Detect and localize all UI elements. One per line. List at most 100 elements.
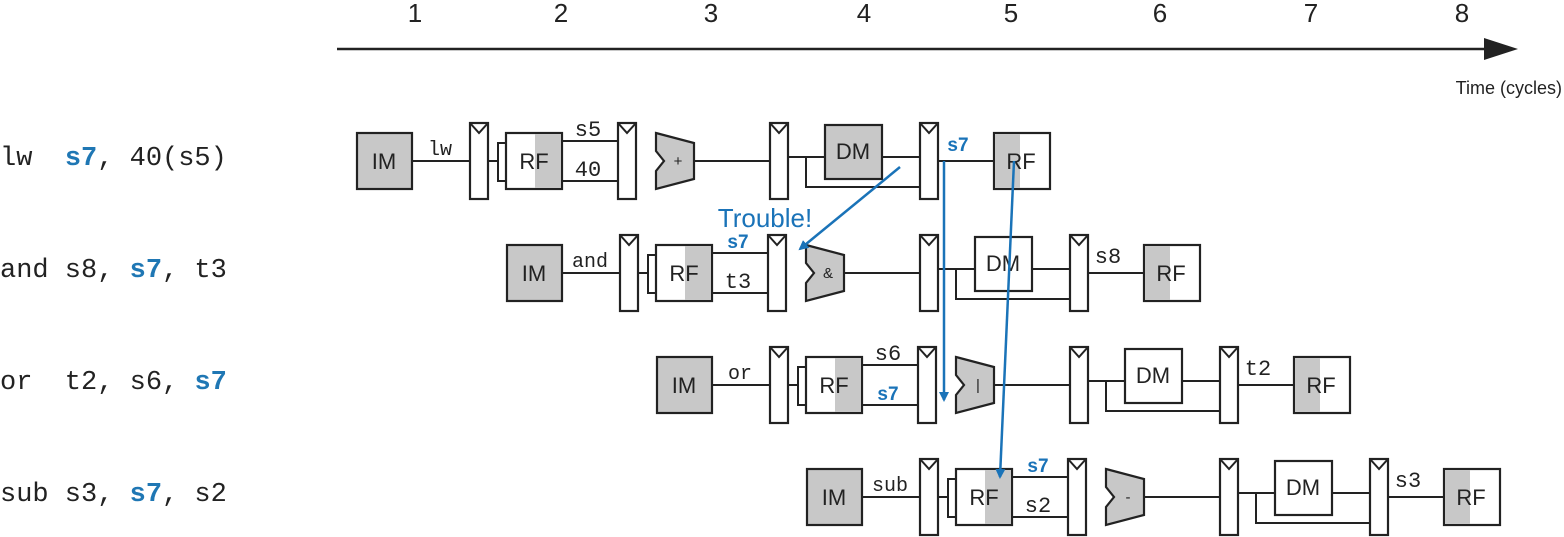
pipeline-register-if-id-clock bbox=[469, 122, 489, 135]
im-label: IM bbox=[522, 261, 546, 286]
dm-bypass-wire bbox=[1255, 493, 1370, 524]
pipeline-register-ex-mem bbox=[768, 121, 790, 201]
time-axis-label: Time (cycles) bbox=[1456, 78, 1562, 98]
trouble-annotation: Trouble! bbox=[718, 203, 812, 233]
cycle-label: 7 bbox=[1304, 0, 1318, 28]
alu-stage bbox=[1104, 467, 1146, 527]
hazard-register: s7 bbox=[194, 368, 227, 398]
cycle-label: 1 bbox=[408, 0, 422, 28]
rf-read-shade bbox=[985, 470, 1011, 524]
im-stage bbox=[805, 467, 864, 527]
dm-label: DM bbox=[1286, 475, 1320, 500]
pipeline-register-ex-mem-clock bbox=[1069, 346, 1089, 359]
im-label: IM bbox=[372, 149, 396, 174]
rf-read-label: RF bbox=[669, 261, 698, 286]
pipeline-register-if-id-clock bbox=[769, 346, 789, 359]
dm-label: DM bbox=[1136, 363, 1170, 388]
rf-write-shade bbox=[995, 134, 1020, 188]
rf-write-label: RF bbox=[1156, 261, 1185, 286]
pipeline-register-ex-mem bbox=[1218, 457, 1240, 537]
rf-source-label-bottom: 40 bbox=[575, 158, 601, 183]
time-axis-arrowhead bbox=[1484, 38, 1518, 60]
pipeline-register-ex-mem-clock bbox=[919, 234, 939, 247]
rf-port bbox=[947, 478, 957, 518]
instruction-text: or t2, s6, s7 bbox=[0, 368, 227, 398]
pipeline-register-if-id-clock bbox=[919, 458, 939, 471]
rf-source-label-bottom: s7 bbox=[877, 384, 898, 405]
forward-arrow-sub bbox=[995, 160, 1016, 479]
writeback-register-label: s7 bbox=[947, 135, 968, 156]
dm-stage bbox=[823, 123, 884, 181]
alu-symbol: + bbox=[674, 153, 683, 170]
pipeline-register-id-ex bbox=[766, 233, 788, 313]
instruction-part: or t2, s6, bbox=[0, 368, 195, 398]
dm-stage bbox=[1273, 459, 1334, 517]
rf-source-label-top: s5 bbox=[575, 118, 601, 143]
dm-label: DM bbox=[836, 139, 870, 164]
alu-symbol: | bbox=[976, 377, 980, 394]
rf-read-label: RF bbox=[519, 149, 548, 174]
instruction-part: , t3 bbox=[162, 256, 227, 286]
pipeline-register-mem-wb-clock bbox=[1069, 234, 1089, 247]
instruction-part: sub s3, bbox=[0, 480, 130, 510]
alu-stage bbox=[954, 355, 996, 415]
pipeline-register-id-ex-clock bbox=[917, 346, 937, 359]
instruction-text: lw s7, 40(s5) bbox=[0, 144, 227, 174]
rf-port bbox=[797, 366, 807, 406]
rf-source-label-top: s7 bbox=[1027, 456, 1048, 477]
dm-bypass-wire bbox=[805, 157, 920, 188]
cycle-label: 8 bbox=[1455, 0, 1469, 28]
pipeline-register-if-id-clock bbox=[619, 234, 639, 247]
pipeline-register-mem-wb-clock bbox=[919, 122, 939, 135]
pipeline-register-id-ex bbox=[616, 121, 638, 201]
pipeline-register-id-ex bbox=[1066, 457, 1088, 537]
instruction-part: , 40(s5) bbox=[97, 144, 227, 174]
pipeline-register-ex-mem-clock bbox=[1219, 458, 1239, 471]
rf-source-label-top: s6 bbox=[875, 342, 901, 367]
rf-write-shade bbox=[1145, 246, 1170, 300]
instruction-text: sub s3, s7, s2 bbox=[0, 480, 227, 510]
instruction-part: and s8, bbox=[0, 256, 130, 286]
dm-stage bbox=[973, 235, 1034, 293]
pipeline-register-ex-mem bbox=[1068, 345, 1090, 425]
opcode-label: sub bbox=[872, 475, 908, 498]
rf-source-label-bottom: t3 bbox=[725, 270, 751, 295]
im-stage bbox=[505, 243, 564, 303]
cycle-label: 3 bbox=[704, 0, 718, 28]
pipeline-register-mem-wb-clock bbox=[1369, 458, 1389, 471]
rf-source-label-bottom: s2 bbox=[1025, 494, 1051, 519]
alu-stage bbox=[654, 131, 696, 191]
rf-write-label: RF bbox=[1006, 149, 1035, 174]
instruction-text: and s8, s7, t3 bbox=[0, 256, 227, 286]
cycle-label: 5 bbox=[1004, 0, 1018, 28]
rf-write-shade bbox=[1445, 470, 1470, 524]
writeback-register-label: s8 bbox=[1095, 245, 1121, 270]
rf-write-label: RF bbox=[1306, 373, 1335, 398]
writeback-register-label: t2 bbox=[1245, 357, 1271, 382]
alu-stage bbox=[804, 243, 846, 303]
instruction-part: , s2 bbox=[162, 480, 227, 510]
rf-write-label: RF bbox=[1456, 485, 1485, 510]
dm-label: DM bbox=[986, 251, 1020, 276]
rf-port bbox=[497, 142, 507, 182]
cycle-label: 4 bbox=[857, 0, 871, 28]
hazard-arrow-trouble bbox=[798, 166, 901, 251]
rf-read-label: RF bbox=[969, 485, 998, 510]
rf-read-label: RF bbox=[819, 373, 848, 398]
rf-source-label-top: s7 bbox=[727, 232, 748, 253]
opcode-label: or bbox=[728, 363, 752, 386]
rf-write-shade bbox=[1295, 358, 1320, 412]
hazard-register: s7 bbox=[129, 256, 163, 286]
instruction-part: lw bbox=[0, 144, 65, 174]
rf-read-shade bbox=[835, 358, 861, 412]
rf-port bbox=[647, 254, 657, 294]
im-label: IM bbox=[822, 485, 846, 510]
alu-symbol: - bbox=[1126, 489, 1131, 506]
rf-read-shade bbox=[535, 134, 561, 188]
cycle-label: 2 bbox=[554, 0, 568, 28]
dm-bypass-wire bbox=[955, 269, 1070, 300]
pipeline-register-id-ex-clock bbox=[1067, 458, 1087, 471]
pipeline-register-mem-wb-clock bbox=[1219, 346, 1239, 359]
dm-stage bbox=[1123, 347, 1184, 405]
